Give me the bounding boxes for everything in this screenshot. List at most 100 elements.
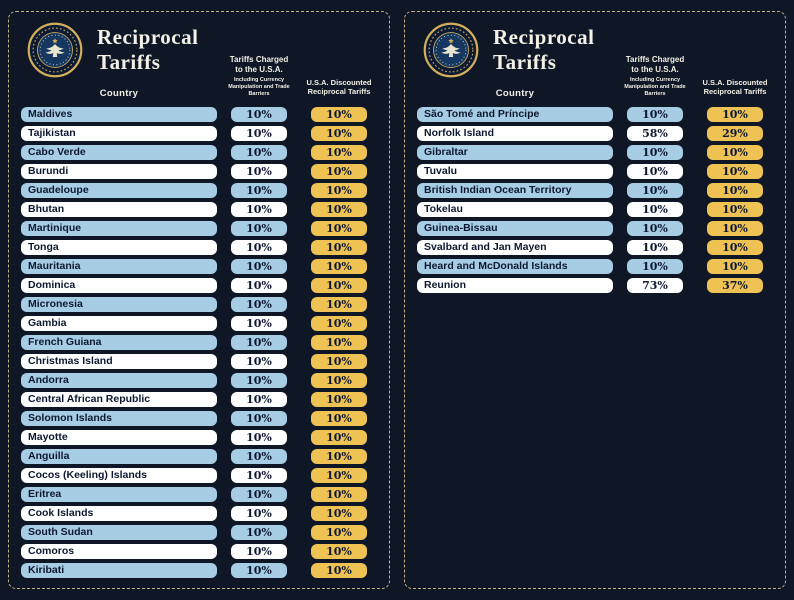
- column-header-country: Country: [495, 88, 535, 99]
- discounted-cell: 10%: [311, 221, 367, 236]
- table-row: Christmas Island 10% 10%: [21, 354, 377, 369]
- country-cell: Kiribati: [21, 563, 217, 578]
- column-header-discounted: U.S.A. Discounted Reciprocal Tariffs: [306, 77, 372, 97]
- presidential-seal-icon: [423, 22, 479, 78]
- charged-cell: 10%: [231, 297, 287, 312]
- charged-cell: 10%: [627, 164, 683, 179]
- discounted-cell: 10%: [707, 221, 763, 236]
- country-cell: Tuvalu: [417, 164, 613, 179]
- country-cell: Guadeloupe: [21, 183, 217, 198]
- country-cell: Eritrea: [21, 487, 217, 502]
- table-row: Martinique 10% 10%: [21, 221, 377, 236]
- presidential-seal-icon: [27, 22, 83, 78]
- charged-cell: 10%: [231, 430, 287, 445]
- discounted-cell: 10%: [311, 259, 367, 274]
- charged-cell: 10%: [627, 145, 683, 160]
- charged-cell: 10%: [231, 354, 287, 369]
- page-title: Reciprocal Tariffs: [97, 25, 199, 74]
- discounted-cell: 10%: [707, 145, 763, 160]
- discounted-cell: 10%: [311, 373, 367, 388]
- table-row: Tonga 10% 10%: [21, 240, 377, 255]
- table-row: Mayotte 10% 10%: [21, 430, 377, 445]
- table-row: Andorra 10% 10%: [21, 373, 377, 388]
- charged-cell: 10%: [627, 107, 683, 122]
- charged-cell: 10%: [231, 373, 287, 388]
- country-cell: Maldives: [21, 107, 217, 122]
- column-header-country: Country: [99, 88, 139, 99]
- charged-cell: 10%: [627, 259, 683, 274]
- discounted-cell: 10%: [311, 126, 367, 141]
- country-cell: Reunion: [417, 278, 613, 293]
- discounted-cell: 10%: [311, 107, 367, 122]
- country-cell: Cook Islands: [21, 506, 217, 521]
- table-row: Guadeloupe 10% 10%: [21, 183, 377, 198]
- table-row: Guinea-Bissau 10% 10%: [417, 221, 773, 236]
- discounted-cell: 10%: [707, 164, 763, 179]
- country-cell: São Tomé and Príncipe: [417, 107, 613, 122]
- country-cell: Christmas Island: [21, 354, 217, 369]
- charged-cell: 10%: [627, 221, 683, 236]
- tariff-board-right: Reciprocal Tariffs Country Tariffs Charg…: [404, 11, 786, 589]
- table-row: Gambia 10% 10%: [21, 316, 377, 331]
- discounted-cell: 10%: [311, 240, 367, 255]
- charged-header-sub: Including Currency Manipulation and Trad…: [228, 76, 290, 97]
- discounted-cell: 10%: [707, 240, 763, 255]
- table-row: South Sudan 10% 10%: [21, 525, 377, 540]
- discounted-cell: 10%: [311, 506, 367, 521]
- discounted-cell: 10%: [707, 202, 763, 217]
- discounted-cell: 10%: [311, 145, 367, 160]
- charged-cell: 10%: [231, 563, 287, 578]
- discounted-cell: 10%: [311, 297, 367, 312]
- charged-cell: 73%: [627, 278, 683, 293]
- table-row: Tokelau 10% 10%: [417, 202, 773, 217]
- discounted-cell: 10%: [311, 354, 367, 369]
- country-cell: Guinea-Bissau: [417, 221, 613, 236]
- country-cell: Tokelau: [417, 202, 613, 217]
- charged-cell: 58%: [627, 126, 683, 141]
- table-row: Central African Republic 10% 10%: [21, 392, 377, 407]
- board-header: Reciprocal Tariffs Country Tariffs Charg…: [21, 22, 377, 99]
- country-cell: Gambia: [21, 316, 217, 331]
- discounted-cell: 10%: [707, 259, 763, 274]
- table-row: French Guiana 10% 10%: [21, 335, 377, 350]
- discounted-cell: 10%: [311, 411, 367, 426]
- country-cell: Heard and McDonald Islands: [417, 259, 613, 274]
- discounted-cell: 10%: [311, 525, 367, 540]
- column-header-charged: Tariffs Charged to the U.S.A. Including …: [623, 55, 687, 99]
- charged-cell: 10%: [627, 202, 683, 217]
- charged-cell: 10%: [231, 316, 287, 331]
- table-row: Bhutan 10% 10%: [21, 202, 377, 217]
- table-row: Kiribati 10% 10%: [21, 563, 377, 578]
- charged-cell: 10%: [231, 259, 287, 274]
- charged-cell: 10%: [231, 126, 287, 141]
- charged-cell: 10%: [231, 487, 287, 502]
- discounted-cell: 10%: [311, 487, 367, 502]
- charged-cell: 10%: [231, 278, 287, 293]
- table-row: Reunion 73% 37%: [417, 278, 773, 293]
- charged-cell: 10%: [627, 240, 683, 255]
- discounted-cell: 10%: [707, 107, 763, 122]
- country-cell: Bhutan: [21, 202, 217, 217]
- tariff-table: São Tomé and Príncipe 10% 10% Norfolk Is…: [417, 107, 773, 297]
- discounted-cell: 10%: [311, 278, 367, 293]
- table-row: British Indian Ocean Territory 10% 10%: [417, 183, 773, 198]
- table-row: Tajikistan 10% 10%: [21, 126, 377, 141]
- charged-cell: 10%: [231, 411, 287, 426]
- discounted-cell: 10%: [311, 544, 367, 559]
- brand: Reciprocal Tariffs: [417, 22, 613, 78]
- country-cell: Mayotte: [21, 430, 217, 445]
- discounted-cell: 10%: [311, 449, 367, 464]
- brand: Reciprocal Tariffs: [21, 22, 217, 78]
- country-cell: Gibraltar: [417, 145, 613, 160]
- country-cell: British Indian Ocean Territory: [417, 183, 613, 198]
- discounted-cell: 10%: [311, 202, 367, 217]
- table-row: Cabo Verde 10% 10%: [21, 145, 377, 160]
- column-header-charged: Tariffs Charged to the U.S.A. Including …: [227, 55, 291, 99]
- charged-cell: 10%: [231, 392, 287, 407]
- table-row: Tuvalu 10% 10%: [417, 164, 773, 179]
- charged-cell: 10%: [231, 221, 287, 236]
- charged-cell: 10%: [231, 525, 287, 540]
- discounted-cell: 29%: [707, 126, 763, 141]
- column-header-discounted: U.S.A. Discounted Reciprocal Tariffs: [702, 77, 768, 97]
- country-cell: Tajikistan: [21, 126, 217, 141]
